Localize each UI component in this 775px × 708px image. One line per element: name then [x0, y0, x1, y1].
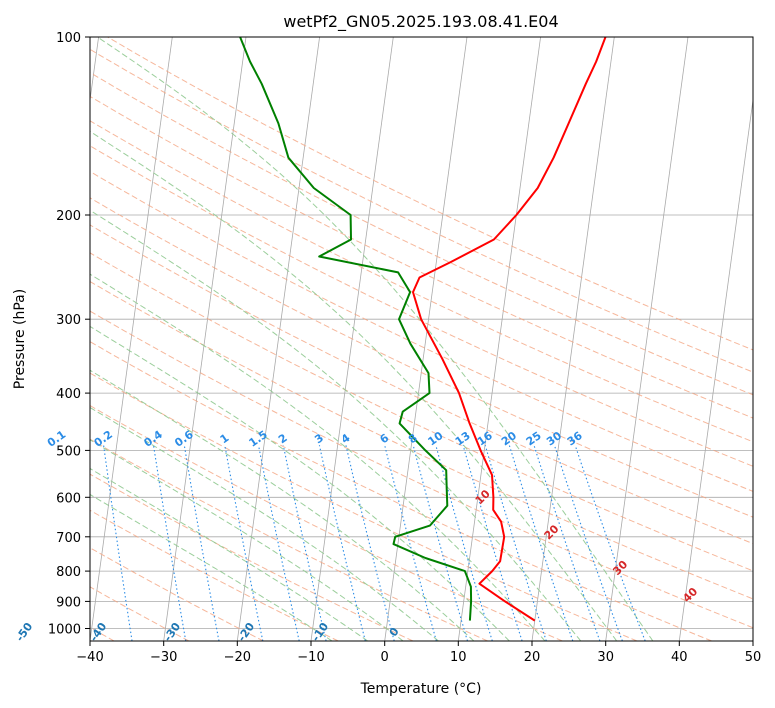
dry-adiabat-line — [90, 224, 753, 545]
isotherm-line — [90, 37, 173, 641]
dewpoint-line — [239, 37, 473, 621]
dry-adiabat-label: -50 — [13, 620, 35, 644]
dry-adiabat-line — [90, 280, 753, 600]
mixing-ratio-line — [103, 445, 133, 641]
sounding-series — [239, 37, 607, 622]
x-tick-label: 30 — [597, 650, 614, 665]
mixing-ratio-line — [224, 445, 264, 641]
isotherm-line — [678, 97, 753, 641]
mixing-ratio-line — [533, 445, 601, 641]
x-tick-label: 50 — [745, 650, 762, 665]
x-tick-label: 10 — [450, 650, 467, 665]
y-tick-label: 900 — [56, 595, 81, 610]
mixing-ratio-line — [183, 445, 220, 641]
x-tick-label: 20 — [524, 650, 541, 665]
isotherm-line — [752, 638, 753, 641]
moist-adiabat-line — [90, 467, 368, 641]
mixing-ratio-line — [345, 445, 395, 641]
x-tick-label: 0 — [381, 650, 389, 665]
x-tick-label: −20 — [224, 650, 251, 665]
y-tick-label: 400 — [56, 387, 81, 402]
dry-adiabat-line — [90, 95, 753, 419]
dry-adiabat-line — [90, 71, 753, 396]
y-tick-label: 100 — [56, 31, 81, 46]
mixing-ratio-line — [318, 445, 366, 641]
moist-adiabat-line — [90, 209, 582, 641]
moist-adiabat-line — [90, 325, 510, 641]
mixing-ratio-line — [257, 445, 300, 641]
mixing-ratio-line — [412, 445, 469, 641]
x-axis-title: Temperature (°C) — [360, 681, 482, 697]
mixing-ratio-line — [384, 445, 437, 641]
isotherm-line — [163, 37, 247, 641]
x-tick-label: −10 — [297, 650, 324, 665]
moist-adiabat-line — [90, 406, 439, 641]
x-tick-label: −40 — [76, 650, 103, 665]
mixing-ratio-line — [508, 445, 574, 641]
mixing-ratio-line — [484, 445, 547, 641]
moist-adiabat-line — [90, 273, 546, 641]
mixing-ratio-line — [574, 445, 646, 641]
plot-background — [90, 37, 753, 641]
mixing-ratio-line — [282, 445, 327, 641]
x-tick-label: 40 — [671, 650, 688, 665]
mixing-ratio-line — [553, 445, 623, 641]
dry-adiabat-line — [90, 48, 753, 373]
x-tick-label: −30 — [150, 650, 177, 665]
moist-adiabat-line — [90, 439, 404, 641]
axes: −40 −30 −20 −10 0 10 20 30 40 50 100 200 300 400 500 60… — [48, 31, 761, 665]
mixing-ratio-line — [462, 445, 523, 641]
chart-title: wetPf2_GN05.2025.193.08.41.E04 — [283, 12, 558, 32]
isotherm-line — [236, 37, 320, 641]
dry-adiabat-line — [107, 37, 753, 351]
plot-frame — [89, 36, 754, 642]
dry-adiabat-line — [90, 310, 753, 629]
mixing-ratio-line — [152, 445, 187, 641]
dry-adiabat-line — [90, 170, 753, 492]
y-tick-label: 600 — [56, 491, 81, 506]
moist-adiabat-line — [90, 369, 475, 641]
y-tick-label: 1000 — [48, 623, 81, 638]
isotherm-line — [605, 37, 689, 641]
y-tick-label: 200 — [56, 209, 81, 224]
y-tick-label: 700 — [56, 531, 81, 546]
isotherm-line — [457, 37, 541, 641]
isotherm-line — [384, 37, 468, 641]
y-tick-label: 800 — [56, 565, 81, 580]
dry-adiabat-line — [90, 341, 712, 641]
isotherm-line — [531, 37, 615, 641]
background-lines — [90, 37, 753, 641]
dry-adiabat-line — [90, 197, 753, 518]
y-tick-label: 300 — [56, 313, 81, 328]
isotherm-line — [90, 37, 99, 104]
dry-adiabat-line — [90, 509, 339, 641]
mixing-ratio-line — [435, 445, 493, 641]
y-axis-title: Pressure (hPa) — [12, 289, 28, 389]
dry-adiabat-line — [90, 145, 753, 467]
dry-adiabat-line — [90, 372, 638, 641]
temperature-line — [412, 37, 607, 622]
y-tick-label: 500 — [56, 444, 81, 459]
dry-adiabat-line — [90, 473, 414, 641]
moist-adiabat-line — [90, 130, 618, 641]
